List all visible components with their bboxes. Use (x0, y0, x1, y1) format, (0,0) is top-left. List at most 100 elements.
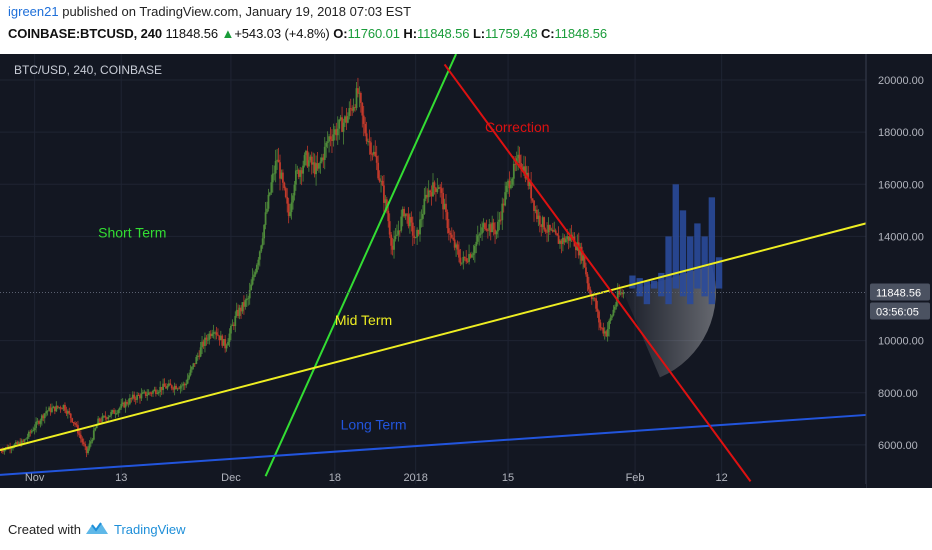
candle-up (495, 231, 498, 235)
tradingview-brand-link[interactable]: TradingView (114, 522, 186, 537)
candle-down (434, 187, 437, 192)
candle-down (549, 224, 551, 231)
candle-down (130, 398, 133, 399)
candle-up (107, 416, 110, 419)
candle-up (472, 253, 475, 255)
candle-down (139, 395, 141, 399)
candle-up (258, 251, 261, 260)
candle-up (299, 170, 302, 177)
candle-up (199, 347, 202, 357)
candle-up (225, 345, 228, 349)
candle-down (237, 309, 240, 316)
candle-up (166, 385, 169, 389)
candle-up (396, 234, 398, 236)
candle-up (87, 448, 89, 454)
candle-up (325, 142, 328, 147)
last-price: 11848.56 (165, 26, 219, 41)
candle-up (437, 187, 440, 190)
candle-up (35, 421, 37, 429)
projection-bar (629, 275, 636, 289)
candle-down (362, 115, 365, 124)
price-tick-label: 14000.00 (878, 231, 924, 243)
tradingview-logo-icon[interactable] (84, 520, 110, 538)
candle-down (580, 246, 583, 261)
candle-up (88, 443, 91, 449)
projection-bar (650, 280, 658, 289)
candle-down (546, 231, 548, 233)
candle-up (294, 170, 297, 185)
candle-up (572, 236, 574, 239)
author-link[interactable]: igreen21 (8, 4, 59, 19)
candle-up (52, 406, 55, 409)
published-text: published on TradingView.com, January 19… (58, 4, 412, 19)
candle-up (312, 162, 315, 165)
candle-up (238, 307, 241, 316)
candle-down (531, 198, 534, 201)
candle-down (359, 93, 362, 103)
candle-up (201, 341, 203, 348)
candle-up (339, 117, 342, 120)
open-label: O: (333, 26, 348, 41)
candle-down (365, 133, 368, 142)
candle-down (530, 181, 533, 199)
candle-down (514, 163, 517, 165)
candle-up (421, 213, 424, 219)
price-tick-label: 8000.00 (878, 388, 918, 400)
candle-down (442, 192, 445, 210)
candle-down (465, 258, 468, 262)
candle-up (566, 236, 569, 240)
candle-down (322, 157, 325, 160)
candle-up (212, 332, 215, 334)
candle-up (227, 341, 229, 346)
time-axis-labels: Nov 13 Dec 18 2018 15 Feb 12 (25, 472, 728, 484)
candle-up (394, 235, 397, 240)
candle-up (204, 337, 206, 347)
time-axis-strip (0, 484, 866, 488)
candle-up (162, 383, 164, 391)
candle-down (447, 228, 450, 233)
candle-up (120, 404, 123, 408)
candle-up (352, 107, 355, 111)
grid-layer (0, 54, 866, 484)
low-label: L: (472, 26, 486, 41)
candle-up (380, 180, 382, 182)
candle-down (590, 294, 593, 300)
candle-down (209, 333, 212, 337)
price-chart[interactable]: Short Term Mid Term Long Term Correction 20… (0, 54, 932, 488)
candle-down (331, 139, 333, 141)
candle-down (508, 180, 511, 189)
candle-up (231, 324, 234, 326)
candle-down (595, 298, 597, 309)
candle-down (599, 322, 602, 328)
candle-up (157, 391, 160, 394)
time-tick-label: 2018 (403, 472, 427, 484)
candle-up (498, 219, 501, 222)
candle-down (240, 307, 242, 312)
candle-down (469, 254, 472, 258)
trendline-correction (443, 63, 752, 482)
candle-up (510, 184, 512, 189)
candle-up (550, 229, 553, 231)
candle-down (557, 235, 560, 244)
candle-up (443, 203, 446, 210)
candle-down (232, 324, 235, 327)
close-label: C: (541, 26, 555, 41)
candle-down (574, 246, 577, 251)
candle-down (388, 221, 391, 235)
candle-up (293, 184, 296, 196)
candle-up (244, 300, 247, 307)
created-with-label: Created with (8, 522, 81, 537)
candle-down (459, 257, 462, 264)
candle-down (202, 341, 205, 347)
candle-down (217, 334, 219, 336)
chart-area[interactable]: Short Term Mid Term Long Term Correction 20… (0, 54, 932, 488)
candle-up (251, 277, 254, 285)
price-axis[interactable] (866, 54, 932, 488)
candle-up (419, 219, 421, 235)
candle-up (537, 215, 540, 220)
candles-layer (0, 77, 625, 458)
candle-up (196, 355, 199, 358)
candle-down (589, 289, 592, 295)
candle-down (137, 394, 140, 396)
candle-up (401, 208, 404, 217)
